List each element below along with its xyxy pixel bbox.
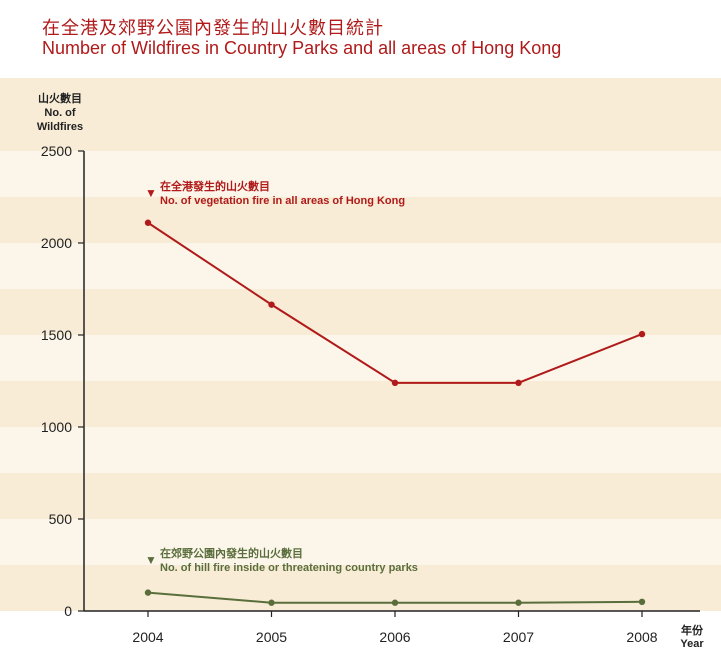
y-tick-label: 2500	[41, 143, 72, 159]
x-tick-label: 2005	[256, 629, 287, 645]
band	[0, 519, 721, 565]
band	[0, 381, 721, 427]
series-label-zh: 在全港發生的山火數目	[160, 179, 270, 193]
x-axis-label: 年份	[681, 623, 704, 637]
series-group	[144, 219, 646, 606]
y-tick-label: 1000	[41, 419, 72, 435]
x-tick-label: 2008	[626, 629, 657, 645]
series-label-en: No. of hill fire inside or threatening c…	[160, 562, 418, 574]
data-point	[268, 301, 275, 308]
chart-title-en: Number of Wildfires in Country Parks and…	[42, 38, 562, 58]
data-point	[391, 379, 399, 387]
data-point	[638, 598, 646, 605]
background-bands	[0, 78, 721, 611]
y-tick-label: 2000	[41, 235, 72, 251]
x-tick-label: 2004	[132, 629, 163, 645]
band	[0, 289, 721, 335]
band	[0, 335, 721, 381]
series-marker-icon: ▼	[145, 553, 157, 567]
band	[0, 151, 721, 197]
data-point	[144, 219, 152, 226]
x-axis-label: Year	[680, 638, 704, 650]
series-marker-icon: ▼	[145, 186, 157, 200]
band	[0, 427, 721, 473]
y-axis-label: Wildfires	[37, 121, 83, 133]
y-axis-label: 山火數目	[38, 91, 82, 105]
data-point	[638, 330, 646, 338]
data-point	[144, 589, 152, 596]
y-tick-label: 0	[64, 603, 72, 619]
y-tick-label: 500	[49, 511, 73, 527]
tick-labels: 0 500 1000 1500 2000 2500 2004 2005 2006 2007 2008	[41, 143, 658, 645]
series-label-en: No. of vegetation fire in all areas of H…	[160, 195, 405, 207]
data-point	[391, 599, 399, 606]
series-label-zh: 在郊野公園內發生的山火數目	[160, 546, 303, 560]
band	[0, 197, 721, 243]
band	[0, 473, 721, 519]
data-point	[515, 379, 522, 387]
y-tick-label: 1500	[41, 327, 72, 343]
x-tick-label: 2007	[503, 629, 534, 645]
axes	[78, 150, 700, 617]
x-tick-label: 2006	[379, 629, 410, 645]
band	[0, 243, 721, 289]
chart-title-zh: 在全港及郊野公園內發生的山火數目統計	[42, 18, 384, 39]
data-point	[268, 599, 275, 606]
data-point	[515, 599, 522, 606]
y-axis-label: No. of	[44, 107, 75, 119]
